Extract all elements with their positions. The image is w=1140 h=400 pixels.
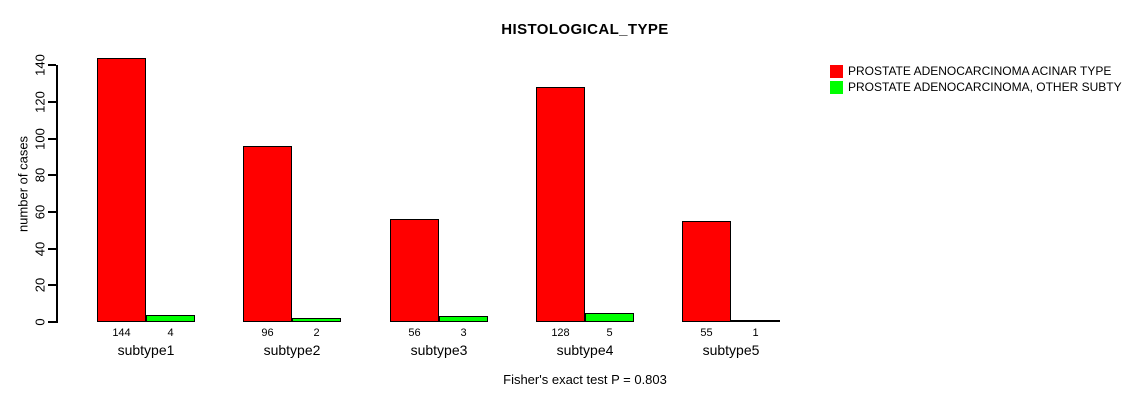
y-axis-tick — [48, 101, 56, 103]
legend-label: PROSTATE ADENOCARCINOMA ACINAR TYPE — [848, 64, 1112, 78]
y-axis-tick — [48, 321, 56, 323]
y-axis-tick-label: 60 — [32, 204, 48, 220]
legend: PROSTATE ADENOCARCINOMA ACINAR TYPE PROST… — [830, 63, 1122, 95]
bar-value-label: 1 — [752, 327, 759, 339]
bar-red-subtype5 — [682, 221, 731, 322]
y-axis-tick-label: 140 — [32, 54, 48, 76]
y-axis-tick-label: 120 — [32, 91, 48, 113]
x-category-label-subtype2: subtype2 — [263, 342, 321, 358]
legend-label: PROSTATE ADENOCARCINOMA, OTHER SUBTY — [848, 80, 1122, 94]
y-axis-label: number of cases — [15, 135, 31, 233]
bar-value-label: 3 — [460, 327, 467, 339]
fisher-test-caption: Fisher's exact test P = 0.803 — [503, 372, 667, 387]
x-category-label-subtype1: subtype1 — [117, 342, 175, 358]
y-axis-tick-label: 100 — [32, 128, 48, 150]
bar-value-label: 96 — [261, 327, 274, 339]
bar-value-label: 56 — [408, 327, 421, 339]
y-axis-tick — [48, 284, 56, 286]
y-axis-tick-label: 80 — [32, 167, 48, 183]
y-axis-tick — [48, 64, 56, 66]
y-axis-tick — [48, 248, 56, 250]
bar-green-subtype5 — [731, 320, 780, 322]
bar-red-subtype4 — [536, 87, 585, 322]
bar-green-subtype4 — [585, 313, 634, 322]
bar-red-subtype1 — [97, 58, 146, 322]
bar-value-label: 128 — [551, 327, 570, 339]
y-axis-tick-label: 0 — [32, 318, 48, 326]
bar-value-label: 2 — [313, 327, 320, 339]
bar-red-subtype2 — [243, 146, 292, 322]
bar-value-label: 5 — [606, 327, 613, 339]
legend-item: PROSTATE ADENOCARCINOMA, OTHER SUBTY — [830, 79, 1122, 95]
y-axis-line — [56, 65, 58, 323]
bar-value-label: 55 — [700, 327, 713, 339]
y-axis-tick-label: 40 — [32, 241, 48, 257]
y-axis-tick — [48, 174, 56, 176]
bar-green-subtype3 — [439, 316, 488, 322]
y-axis-tick-label: 20 — [32, 277, 48, 293]
y-axis-tick — [48, 211, 56, 213]
x-category-label-subtype4: subtype4 — [556, 342, 614, 358]
bar-green-subtype1 — [146, 315, 195, 322]
x-category-label-subtype5: subtype5 — [702, 342, 760, 358]
y-axis-tick — [48, 138, 56, 140]
bar-green-subtype2 — [292, 318, 341, 322]
bar-value-label: 4 — [167, 327, 174, 339]
bar-value-label: 144 — [112, 327, 131, 339]
legend-swatch-red — [830, 64, 843, 78]
legend-swatch-green — [830, 80, 843, 94]
bar-red-subtype3 — [390, 219, 439, 322]
chart-title: HISTOLOGICAL_TYPE — [501, 21, 669, 38]
x-category-label-subtype3: subtype3 — [410, 342, 468, 358]
legend-item: PROSTATE ADENOCARCINOMA ACINAR TYPE — [830, 63, 1122, 79]
